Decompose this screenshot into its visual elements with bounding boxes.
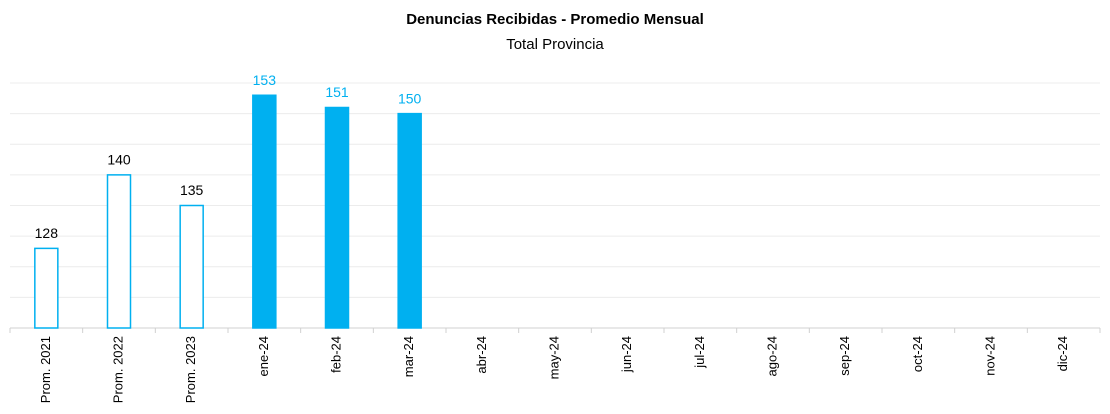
x-tick-label: Prom. 2022 [110,336,125,403]
bar [34,247,59,329]
data-label: 140 [107,152,131,168]
x-tick-label: ago-24 [764,336,779,376]
x-tick-label: ene-24 [256,336,271,376]
chart-subtitle: Total Provincia [506,36,604,53]
x-tick-label: Prom. 2023 [183,336,198,403]
data-label: 128 [35,225,59,241]
x-tick-label: sep-24 [837,336,852,376]
x-tick-label: mar-24 [401,336,416,377]
bar [106,174,132,329]
data-label: 135 [180,182,204,198]
data-label: 150 [398,90,422,106]
data-label: 151 [325,84,349,100]
bar [397,112,422,329]
x-tick-label: jul-24 [692,336,707,369]
x-tick-label: nov-24 [982,336,997,376]
x-tick-label: abr-24 [474,336,489,374]
x-tick-label: jun-24 [619,336,634,373]
x-tick-label: may-24 [546,336,561,379]
bar [252,94,277,329]
chart-title: Denuncias Recibidas - Promedio Mensual [406,11,704,28]
x-tick-label: oct-24 [910,336,925,372]
x-tick-label: dic-24 [1055,336,1070,371]
x-tick-label: Prom. 2021 [38,336,53,403]
bar [179,204,204,329]
bar [324,106,350,329]
data-label: 153 [253,72,277,88]
x-tick-label: feb-24 [328,336,343,373]
